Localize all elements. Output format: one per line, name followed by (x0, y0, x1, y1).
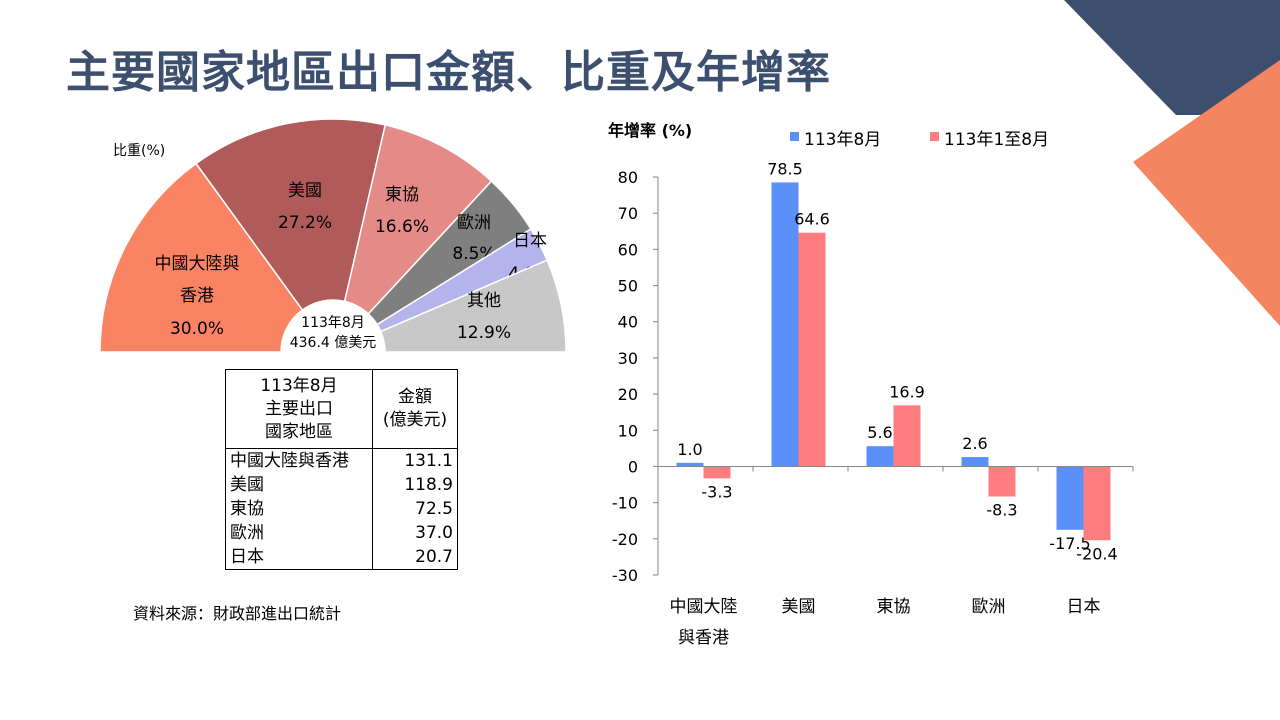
pie-center-label: 113年8月 (301, 315, 365, 331)
x-category-label: 中國大陸 (670, 597, 738, 617)
export-table: 113年8月 主要出口 國家地區 金額 (億美元) 中國大陸與香港 131.1 美… (225, 369, 458, 570)
y-tick-label: 60 (618, 240, 638, 259)
bar-value-label: 78.5 (767, 159, 803, 178)
table-cell-name: 歐洲 (226, 521, 373, 545)
table-header-amount: 金額 (億美元) (372, 370, 457, 449)
bar (961, 457, 989, 467)
x-category-label: 美國 (782, 597, 816, 617)
bar-value-label: 1.0 (677, 440, 702, 459)
source-note: 資料來源：財政部進出口統計 (133, 604, 342, 623)
bar-value-label: -8.3 (986, 500, 1017, 519)
table-cell-amount: 72.5 (415, 499, 453, 519)
pie-slice-value: 27.2% (278, 213, 332, 233)
bar-value-label: 5.6 (867, 423, 892, 442)
y-tick-label: -30 (612, 566, 638, 585)
bar-value-label: 2.6 (962, 434, 987, 453)
table-row: 東協 72.5 (226, 497, 457, 521)
pie-slice-value: 16.6% (375, 217, 429, 237)
table-header-line: 主要出口 (265, 398, 333, 419)
table-row: 日本 20.7 (226, 545, 457, 569)
table-header-line: 國家地區 (265, 421, 333, 442)
legend-label: 113年8月 (804, 130, 881, 150)
bar-value-label: -20.4 (1076, 544, 1117, 563)
legend-swatch (790, 132, 799, 141)
pie-slice-label: 香港 (180, 286, 214, 306)
pie-slice-label: 東協 (385, 185, 419, 205)
pie-slice (194, 118, 387, 311)
table-row: 美國 118.9 (226, 473, 457, 497)
page-title: 主要國家地區出口金額、比重及年增率 (66, 47, 831, 98)
pie-slice (99, 162, 304, 353)
orange-triangle (1133, 60, 1280, 326)
table-row: 中國大陸與香港 131.1 (226, 448, 457, 473)
navy-triangle (1064, 0, 1280, 115)
pie-center-value: 436.4 億美元 (290, 335, 377, 351)
x-category-label: 日本 (1067, 597, 1101, 617)
table-cell-amount: 131.1 (404, 451, 453, 471)
bar (1056, 466, 1084, 530)
pie-slice (379, 259, 567, 353)
pie-chart: 比重(%)中國大陸與香港30.0%美國27.2%東協16.6%歐洲8.5%日本4… (99, 118, 567, 353)
y-tick-label: 0 (628, 457, 638, 476)
table-header-region: 113年8月 主要出口 國家地區 (226, 370, 373, 449)
bar (988, 466, 1016, 497)
bar (1083, 466, 1111, 541)
table-cell-name: 東協 (226, 497, 373, 521)
table-cell-name: 美國 (226, 473, 373, 497)
legend-swatch (930, 132, 939, 141)
bar (703, 466, 731, 479)
pie-slice-label: 美國 (288, 181, 322, 201)
bar-value-label: 64.6 (794, 210, 830, 229)
pie-axis-label: 比重(%) (113, 143, 165, 159)
table-header-line: 113年8月 (260, 375, 338, 396)
bar (676, 462, 704, 467)
pie-slice-label: 其他 (467, 291, 501, 311)
pie-slice-label: 歐洲 (457, 213, 491, 233)
table-header-line: 金額 (398, 387, 432, 407)
table-cell-name: 中國大陸與香港 (226, 448, 373, 473)
pie-slice-value: 30.0% (170, 319, 224, 339)
table-cell-amount: 20.7 (415, 547, 453, 567)
y-tick-label: 40 (618, 313, 638, 332)
bar (798, 232, 826, 467)
bar-value-label: 16.9 (889, 382, 925, 401)
table-cell-name: 日本 (226, 545, 373, 569)
x-category-label: 歐洲 (972, 597, 1006, 617)
legend-label: 113年1至8月 (944, 130, 1049, 150)
y-tick-label: 80 (618, 168, 638, 187)
y-tick-label: 20 (618, 385, 638, 404)
y-tick-label: -20 (612, 530, 638, 549)
pie-slice-label: 中國大陸與 (155, 254, 240, 274)
y-tick-label: 30 (618, 349, 638, 368)
bar (893, 405, 921, 467)
y-axis-title: 年增率 (%) (608, 121, 692, 140)
bar-value-label: -17.5 (1049, 534, 1090, 553)
table-cell-amount: 37.0 (415, 523, 453, 543)
bar (866, 446, 894, 467)
pie-slice-label: 日本 (513, 231, 547, 251)
x-category-label: 與香港 (678, 628, 729, 648)
pie-slice-value: 12.9% (457, 323, 511, 343)
table-header-line: (億美元) (382, 410, 448, 430)
y-tick-label: 10 (618, 421, 638, 440)
x-category-label: 東協 (877, 597, 911, 617)
bar (771, 182, 799, 467)
y-tick-label: 50 (618, 277, 638, 296)
bar-value-label: -3.3 (701, 482, 732, 501)
table-cell-amount: 118.9 (404, 475, 453, 495)
y-tick-label: -10 (612, 494, 638, 513)
y-tick-label: 70 (618, 204, 638, 223)
pie-slice (343, 124, 493, 315)
table-row: 歐洲 37.0 (226, 521, 457, 545)
